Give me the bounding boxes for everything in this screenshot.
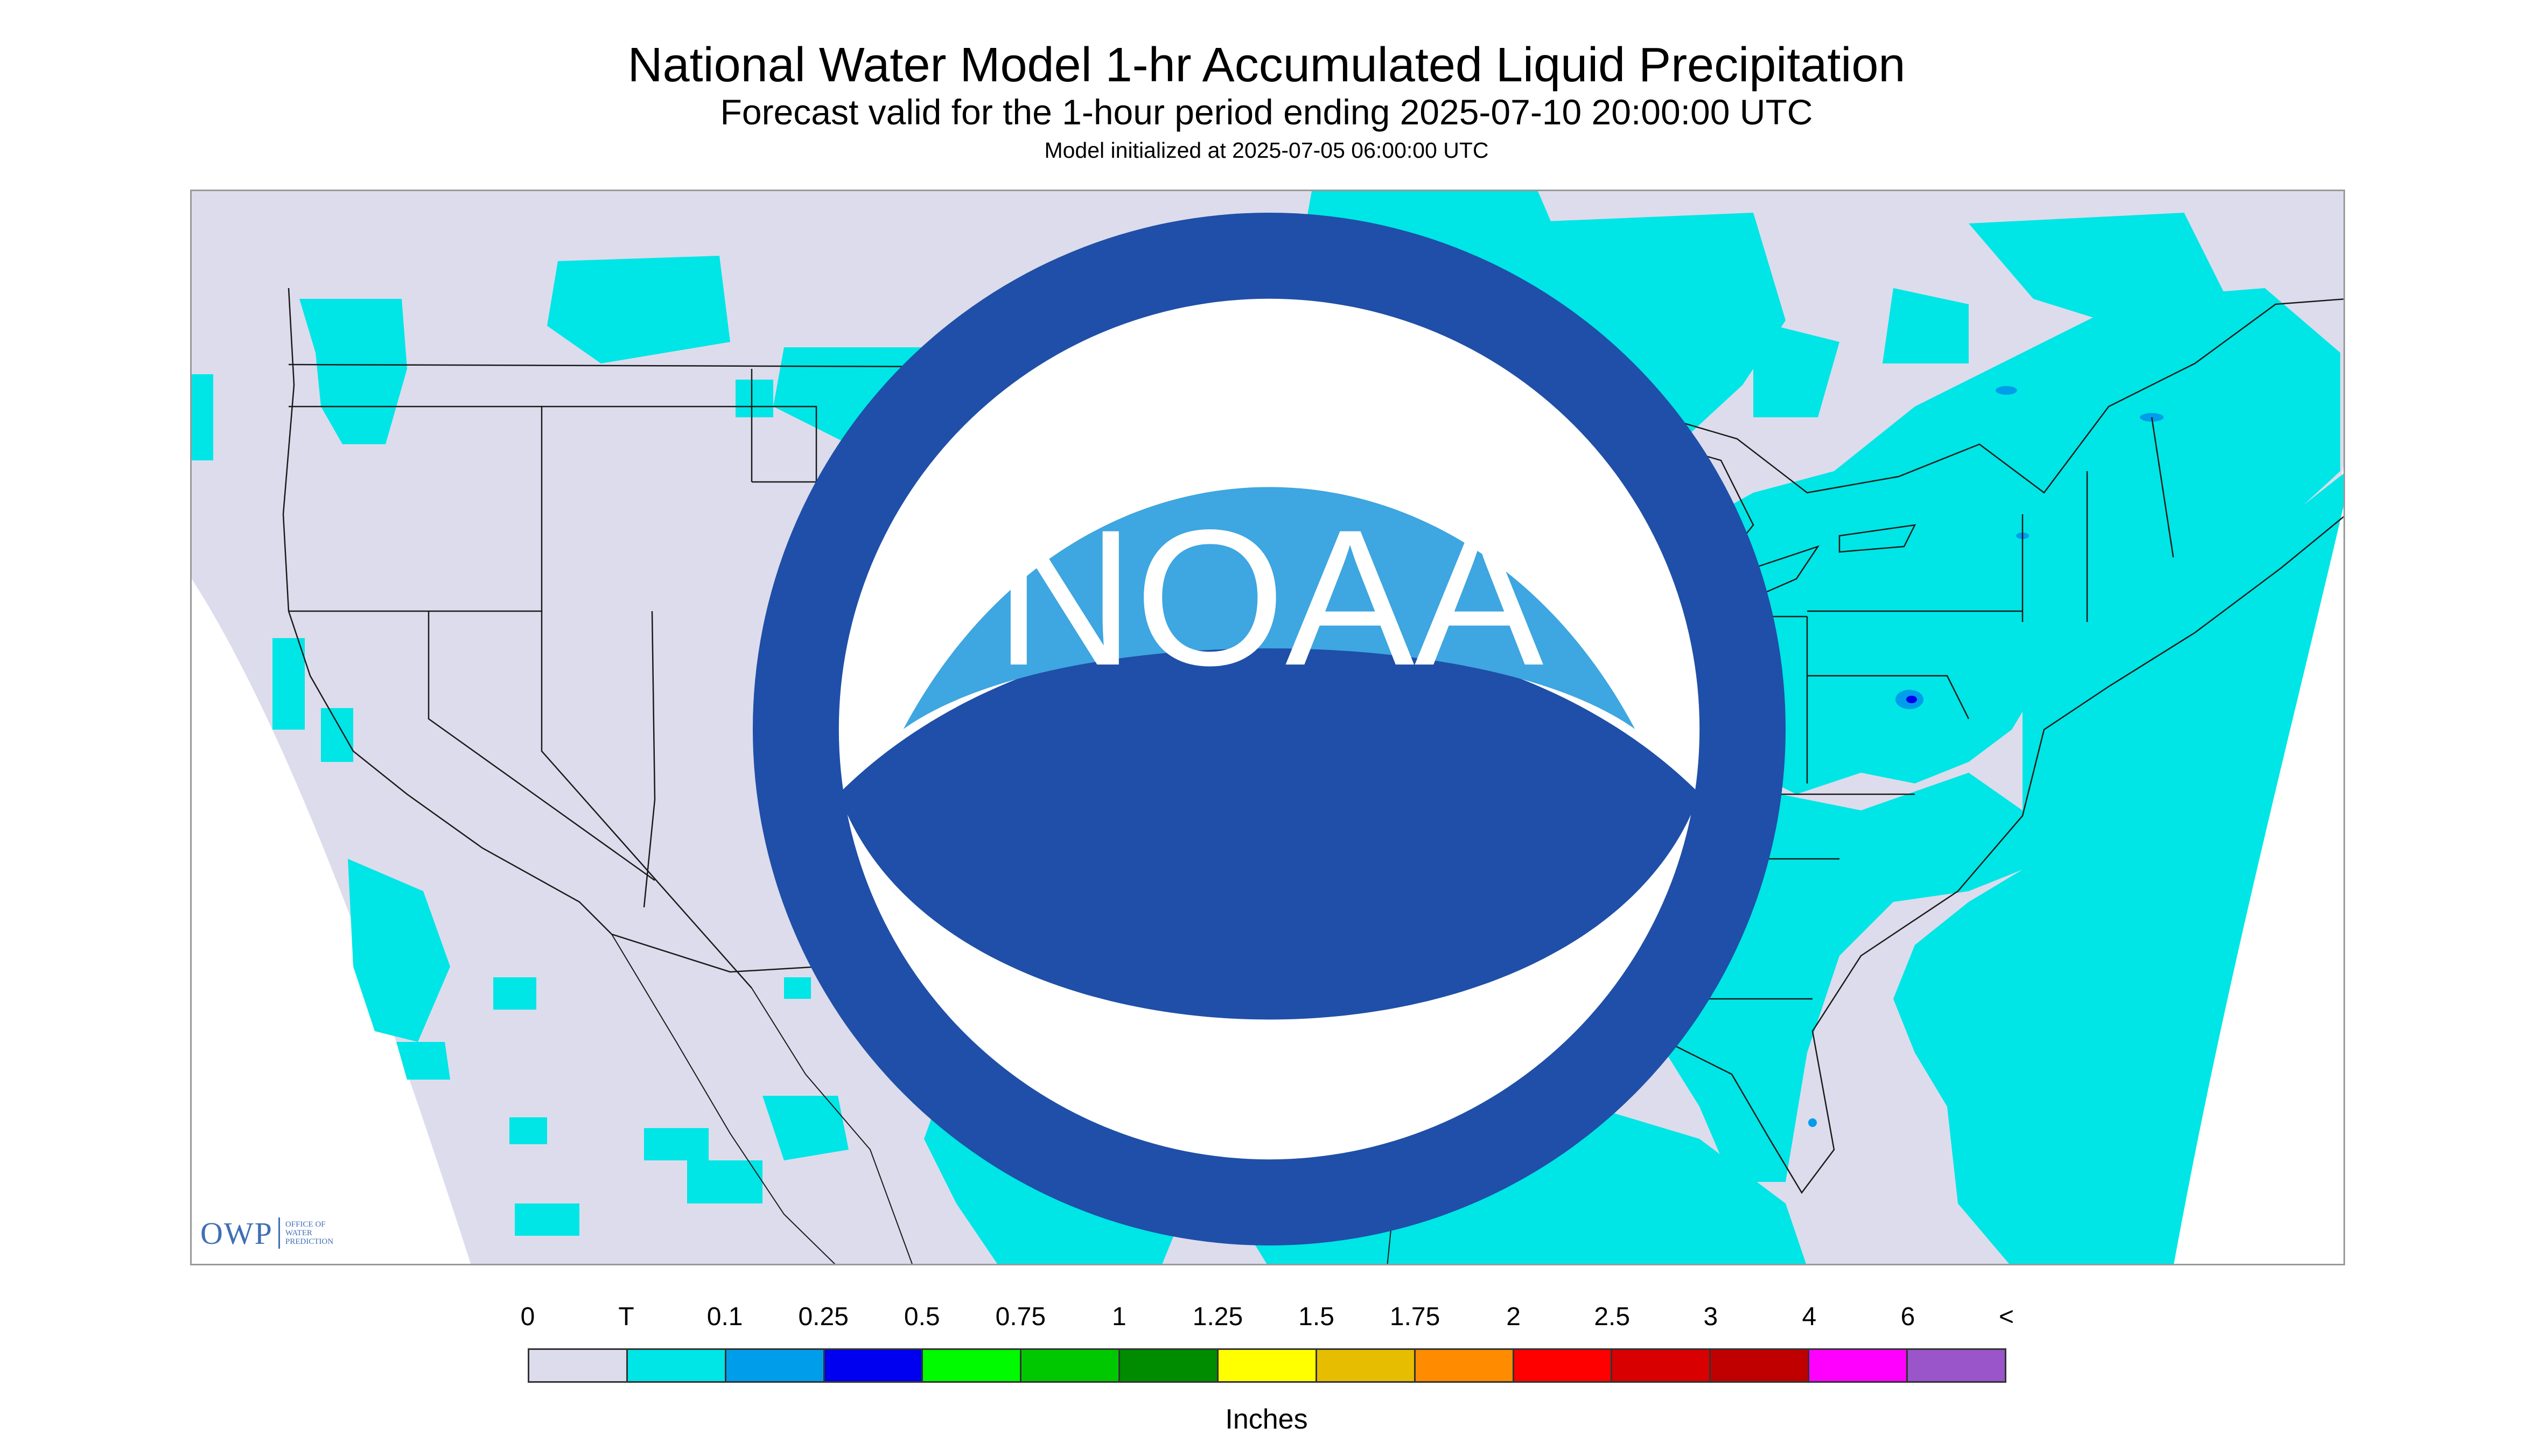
legend-swatch — [1809, 1350, 1908, 1381]
precip-area — [321, 708, 353, 762]
legend-swatch — [1612, 1350, 1711, 1381]
precip-area — [493, 977, 536, 1010]
precip-area — [1969, 213, 2227, 326]
legend-label: 1.5 — [1298, 1303, 1334, 1331]
precip-area — [396, 1042, 450, 1080]
legend-swatch — [1711, 1350, 1810, 1381]
legend-swatch — [923, 1350, 1022, 1381]
precip-area — [1893, 473, 2343, 1264]
precip-area — [687, 1160, 762, 1203]
svg-text:NOAA: NOAA — [995, 489, 1544, 706]
legend-label: 2.5 — [1594, 1303, 1631, 1331]
model-init-time: Model initialized at 2025-07-05 06:00:00… — [1044, 138, 1489, 163]
precip-area — [348, 859, 450, 1042]
legend-label: 0 — [520, 1303, 535, 1331]
legend-label: 3 — [1703, 1303, 1718, 1331]
legend-swatch — [1908, 1350, 2005, 1381]
owp-logo-divider — [278, 1217, 280, 1249]
precip-area — [192, 374, 213, 460]
precip-area — [509, 1117, 547, 1144]
legend-label: < — [1998, 1303, 2014, 1331]
legend-swatch — [1514, 1350, 1613, 1381]
owp-logo: OWP OFFICE OF WATER PREDICTION — [200, 1214, 350, 1252]
legend-swatch — [1317, 1350, 1416, 1381]
noaa-logo: NOAA — [752, 212, 1786, 1246]
legend-swatch — [1219, 1350, 1317, 1381]
map-title: National Water Model 1-hr Accumulated Li… — [627, 38, 1906, 92]
legend-label: 1 — [1112, 1303, 1126, 1331]
lake-ontario — [1838, 524, 1916, 553]
legend-swatch — [627, 1350, 726, 1381]
precip-area — [547, 256, 730, 363]
legend-swatch — [1415, 1350, 1514, 1381]
legend-labels: 0 T 0.1 0.25 0.5 0.75 1 1.25 1.5 1.75 2 2.5 3 4 6 < — [0, 1301, 2533, 1339]
legend-swatch — [824, 1350, 923, 1381]
legend-colorbar — [528, 1348, 2006, 1383]
legend-units: Inches — [1225, 1404, 1308, 1435]
legend-label: 1.25 — [1192, 1303, 1243, 1331]
legend-swatch — [1120, 1350, 1219, 1381]
precip-area — [1883, 288, 1969, 363]
precip-area — [736, 380, 773, 417]
legend-label: 0.5 — [904, 1303, 940, 1331]
precip-area — [1753, 320, 1839, 417]
map-panel: OWP OFFICE OF WATER PREDICTION NOAA — [190, 190, 2345, 1265]
precip-cell — [1906, 696, 1917, 703]
legend-swatch — [726, 1350, 825, 1381]
owp-logo-text: OWP — [200, 1215, 273, 1251]
legend-label: 0.25 — [798, 1303, 849, 1331]
precip-cell — [1996, 386, 2017, 395]
precip-cell — [1808, 1118, 1817, 1127]
legend-swatch — [529, 1350, 628, 1381]
legend-label: 1.75 — [1389, 1303, 1440, 1331]
west-coast — [282, 288, 612, 935]
precip-area — [644, 1128, 709, 1160]
legend-label: 2 — [1506, 1303, 1521, 1331]
map-subtitle: Forecast valid for the 1-hour period end… — [720, 92, 1813, 132]
precip-area — [299, 299, 407, 444]
precip-area — [515, 1203, 579, 1236]
owp-logo-subtext: OFFICE OF WATER PREDICTION — [285, 1220, 334, 1246]
legend-label: 4 — [1802, 1303, 1817, 1331]
precip-area — [762, 1096, 849, 1160]
legend-label: 6 — [1900, 1303, 1915, 1331]
legend-label: T — [618, 1303, 634, 1331]
precip-area — [784, 977, 811, 999]
legend-label: 0.75 — [995, 1303, 1046, 1331]
legend-label: 0.1 — [706, 1303, 743, 1331]
precip-area — [272, 638, 305, 730]
legend-swatch — [1021, 1350, 1121, 1381]
